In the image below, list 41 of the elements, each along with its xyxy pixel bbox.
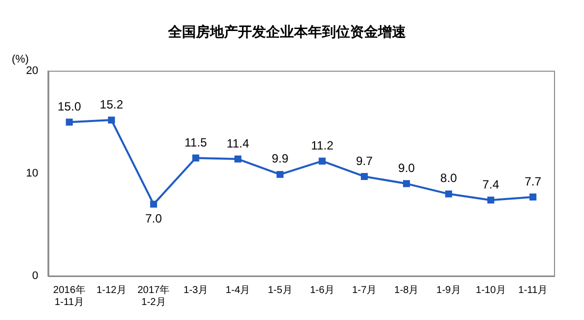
data-label: 9.9 <box>272 152 289 166</box>
data-label: 15.0 <box>58 99 82 114</box>
y-tick-label: 20 <box>26 64 38 77</box>
point <box>403 180 410 188</box>
data-label: 7.0 <box>145 211 162 226</box>
x-tick-label: 1-9月 <box>436 284 461 296</box>
point <box>360 173 368 180</box>
data-label: 9.7 <box>356 154 373 168</box>
x-tick-label: 1-4月 <box>226 284 250 296</box>
x-tick-label: 1-11月 <box>518 284 548 296</box>
point <box>276 170 284 178</box>
x-tick-label: 1-10月 <box>476 284 506 296</box>
x-tick-label: 1-7月 <box>352 284 377 296</box>
x-tick-label: 1-6月 <box>310 284 334 296</box>
point <box>487 196 494 204</box>
data-label: 15.2 <box>100 97 124 112</box>
data-label: 11.2 <box>310 138 334 152</box>
point <box>234 156 242 163</box>
x-tick-label: 1-5月 <box>268 284 292 296</box>
point <box>192 154 200 162</box>
data-label: 9.0 <box>398 160 416 175</box>
y-tick-label: 0 <box>32 270 38 282</box>
x-tick-label: 1-12月 <box>96 284 126 296</box>
x-tick-label: 2017年 1-2月 <box>137 284 170 308</box>
data-label: 7.4 <box>482 177 500 192</box>
data-label: 8.0 <box>440 171 458 186</box>
data-label: 11.4 <box>226 136 250 150</box>
point <box>318 158 326 165</box>
y-axis-title: (%) <box>12 53 29 66</box>
point <box>445 190 452 198</box>
x-tick-label: 1-3月 <box>184 284 208 296</box>
x-tick-label: 1-8月 <box>394 284 419 296</box>
point <box>529 194 536 200</box>
point <box>108 116 115 124</box>
point <box>150 200 158 208</box>
point <box>66 118 73 126</box>
x-tick-label: 2016年 1-11月 <box>53 284 86 308</box>
data-label: 7.7 <box>524 174 542 188</box>
y-tick-label: 10 <box>26 167 38 180</box>
chart-title: 全国房地产开发企业本年到位资金增速 <box>167 23 407 40</box>
data-label: 11.5 <box>184 135 208 150</box>
